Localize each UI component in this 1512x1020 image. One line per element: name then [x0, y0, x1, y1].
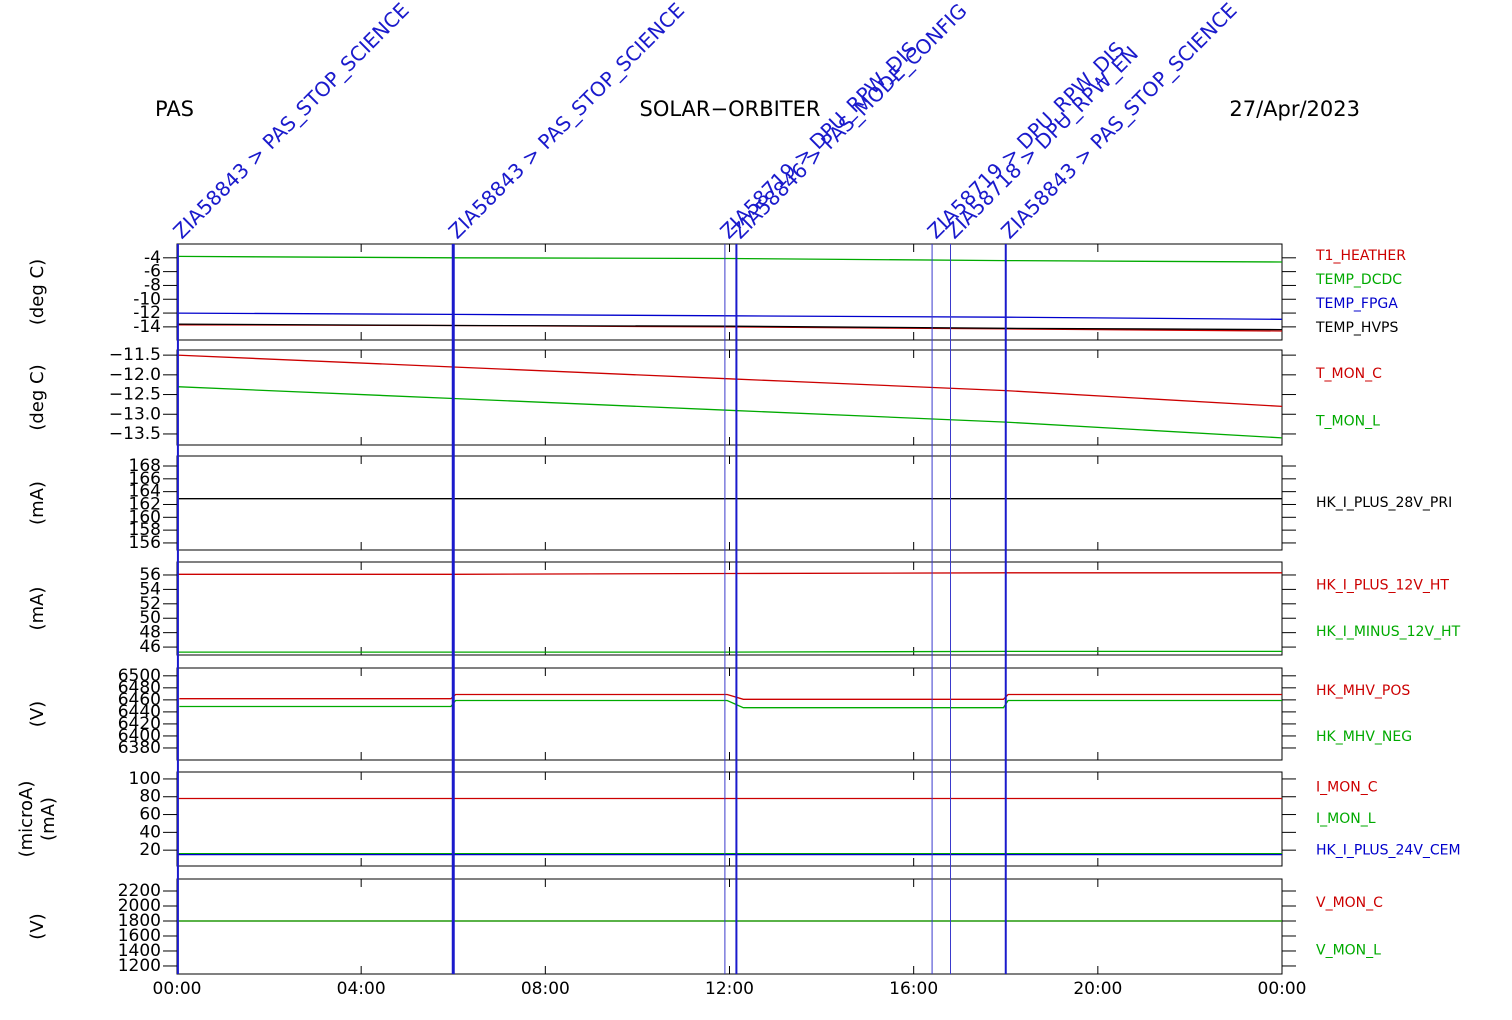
x-tick-label: 16:00 [889, 979, 938, 999]
legend-label: HK_I_PLUS_12V_HT [1316, 577, 1449, 593]
x-tick-label: 00:00 [1258, 979, 1307, 999]
y-tick-label: 20 [139, 840, 161, 860]
y-axis-label: (microA) [16, 781, 37, 858]
y-tick-label: 2200 [118, 881, 161, 901]
header-left: PAS [155, 97, 194, 121]
y-tick-label: -12 [133, 303, 161, 323]
legend-label: T_MON_L [1315, 413, 1380, 429]
panel-frame [176, 455, 1283, 551]
y-tick-label: 6440 [118, 702, 161, 722]
series-line [179, 693, 1282, 700]
y-tick-label: 48 [139, 623, 161, 643]
y-tick-label: -6 [144, 262, 161, 282]
y-tick-label: 54 [139, 579, 161, 599]
y-tick-label: 6480 [118, 678, 161, 698]
y-tick-label: 166 [129, 469, 161, 489]
series-line [177, 572, 1282, 575]
legend-label: HK_I_PLUS_28V_PRI [1316, 495, 1452, 511]
y-tick-label: −12.0 [109, 365, 161, 385]
series-line [176, 354, 1283, 408]
legend-label: V_MON_L [1316, 942, 1381, 958]
x-tick-label: 00:00 [153, 979, 202, 999]
y-tick-label: 6460 [118, 690, 161, 710]
y-tick-label: 164 [129, 482, 161, 502]
y-tick-label: 100 [129, 769, 161, 789]
legend-label: HK_MHV_POS [1316, 683, 1410, 699]
y-tick-label: 6500 [118, 666, 161, 686]
event-label: ZIA58843 > PAS_STOP_SCIENCE [444, 0, 689, 243]
y-tick-label: 1400 [118, 941, 161, 961]
legend-label: HK_MHV_NEG [1316, 729, 1412, 745]
panel-frame [176, 667, 1283, 761]
legend-label: T_MON_C [1315, 366, 1382, 382]
legend-label: TEMP_FPGA [1315, 296, 1398, 312]
y-tick-label: 6400 [118, 726, 161, 746]
y-tick-label: 158 [129, 520, 161, 540]
y-tick-label: 80 [139, 787, 161, 807]
x-tick-label: 12:00 [705, 979, 754, 999]
y-tick-label: 60 [139, 805, 161, 825]
y-tick-label: 52 [139, 594, 161, 614]
legend-label: HK_I_MINUS_12V_HT [1316, 624, 1461, 640]
y-tick-label: −13.0 [109, 404, 161, 424]
x-tick-label: 20:00 [1073, 979, 1122, 999]
legend-label: HK_I_PLUS_24V_CEM [1316, 842, 1461, 858]
y-tick-label: 40 [139, 822, 161, 842]
y-tick-label: 6380 [118, 738, 161, 758]
y-tick-label: 56 [139, 565, 161, 585]
y-tick-label: −11.5 [109, 345, 161, 365]
panel-frame [176, 771, 1283, 867]
y-tick-label: -8 [144, 275, 161, 295]
y-axis-label: (V) [27, 913, 48, 939]
legend-label: I_MON_L [1316, 811, 1376, 827]
panel-frame [176, 878, 1283, 975]
y-tick-label: -10 [133, 289, 161, 309]
event-label: ZIA58846 > PAS_MODE_CONFIG [727, 0, 972, 243]
y-axis-label: (deg C) [27, 364, 48, 430]
header-right: 27/Apr/2023 [1229, 97, 1360, 121]
event-label: ZIA58843 > PAS_STOP_SCIENCE [168, 0, 413, 243]
y-tick-label: 162 [129, 494, 161, 514]
series-line [176, 323, 1283, 331]
legend-label: TEMP_DCDC [1315, 272, 1402, 288]
y-tick-label: 156 [129, 533, 161, 553]
y-tick-label: 160 [129, 507, 161, 527]
y-tick-label: −13.5 [109, 424, 161, 444]
header-center: SOLAR−ORBITER [639, 97, 820, 121]
y-tick-label: 46 [139, 637, 161, 657]
x-tick-label: 04:00 [337, 979, 386, 999]
legend-label: TEMP_HVPS [1315, 320, 1398, 336]
series-line [177, 650, 1282, 653]
y-tick-label: 6420 [118, 714, 161, 734]
x-tick-label: 08:00 [521, 979, 570, 999]
legend-label: T1_HEATHER [1315, 248, 1406, 264]
y-axis-label: (mA) [27, 481, 48, 525]
legend-label: I_MON_C [1316, 780, 1378, 796]
legend-label: V_MON_C [1316, 895, 1383, 911]
y-axis-label: (mA) [38, 797, 59, 841]
y-tick-label: -4 [144, 248, 161, 268]
y-tick-label: 2000 [118, 896, 161, 916]
series-line [176, 255, 1283, 263]
series-line [176, 312, 1283, 320]
y-tick-label: 50 [139, 608, 161, 628]
y-axis-label: (deg C) [27, 259, 48, 325]
y-tick-label: 168 [129, 456, 161, 476]
y-axis-label: (mA) [27, 587, 48, 631]
y-tick-label: 1200 [118, 956, 161, 976]
y-tick-label: 1800 [118, 911, 161, 931]
y-tick-label: 1600 [118, 926, 161, 946]
series-line [179, 699, 1282, 709]
y-tick-label: -14 [133, 317, 161, 337]
y-tick-label: −12.5 [109, 385, 161, 405]
panel-frame [176, 561, 1283, 656]
series-line [176, 386, 1283, 439]
y-axis-label: (V) [27, 701, 48, 727]
